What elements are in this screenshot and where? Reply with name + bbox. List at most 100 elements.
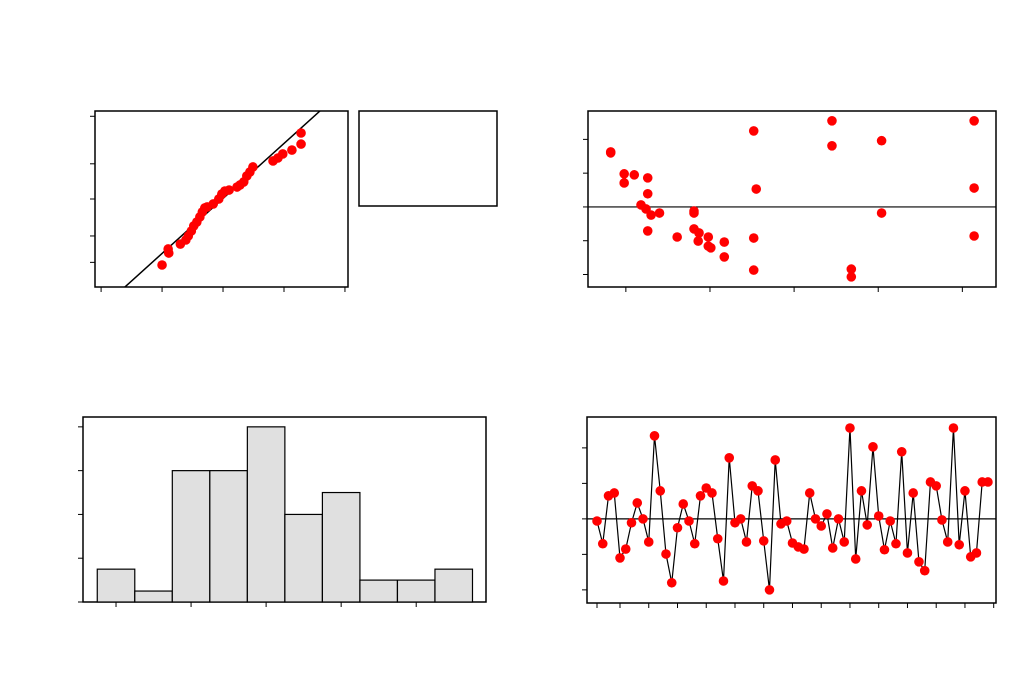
point [770, 455, 781, 465]
point [277, 149, 288, 159]
point [931, 481, 942, 491]
point [748, 233, 759, 243]
point [619, 178, 629, 188]
point [609, 488, 620, 498]
point [661, 549, 671, 559]
point [619, 169, 629, 179]
point [969, 183, 979, 193]
point [718, 576, 729, 586]
point [678, 499, 689, 509]
bar [434, 568, 474, 603]
bar [96, 568, 136, 603]
point [937, 515, 947, 525]
bar [171, 470, 211, 603]
point [707, 488, 717, 498]
point [626, 517, 637, 528]
point [896, 446, 907, 457]
point [753, 486, 763, 496]
point [879, 544, 890, 555]
point [719, 252, 730, 262]
point [810, 514, 821, 524]
point [748, 265, 759, 275]
point [827, 115, 837, 126]
plot-frame [587, 110, 997, 288]
point [876, 135, 887, 146]
bar [396, 579, 436, 603]
point [666, 577, 677, 588]
point [642, 226, 653, 236]
bar [134, 590, 173, 603]
point [695, 491, 706, 501]
point [764, 585, 775, 595]
point [654, 208, 665, 218]
point [804, 488, 815, 498]
point [856, 486, 867, 496]
point [163, 244, 173, 254]
point [902, 548, 913, 558]
point [971, 548, 982, 558]
point [689, 538, 700, 549]
point [948, 423, 959, 433]
point [287, 145, 297, 155]
point [638, 514, 648, 524]
point [969, 231, 979, 241]
point [919, 565, 930, 576]
point [969, 115, 979, 126]
point [876, 208, 887, 218]
point [706, 243, 716, 253]
point [885, 516, 896, 526]
point [846, 272, 857, 282]
bar [284, 513, 323, 603]
point [827, 140, 837, 151]
point [672, 522, 683, 533]
point [592, 516, 602, 526]
point [224, 185, 234, 195]
point [693, 236, 704, 246]
bar [321, 491, 361, 603]
point [735, 514, 746, 524]
point [822, 509, 832, 519]
point [655, 486, 666, 496]
plot-frame [586, 416, 997, 604]
point [615, 553, 625, 563]
point [248, 162, 258, 172]
point [672, 232, 682, 242]
point [597, 538, 608, 549]
point [833, 514, 844, 524]
point [296, 139, 306, 149]
point [632, 498, 643, 508]
point [873, 511, 884, 521]
point [724, 453, 735, 463]
point [827, 543, 838, 553]
point [684, 516, 694, 526]
point [741, 537, 752, 547]
point [816, 521, 827, 531]
point [914, 557, 924, 567]
point [748, 126, 759, 136]
point [296, 128, 306, 138]
point [712, 533, 723, 544]
point [942, 537, 953, 547]
point [642, 188, 653, 199]
point [846, 264, 857, 274]
point [781, 516, 792, 526]
point [983, 477, 993, 487]
bar [246, 426, 286, 603]
bar [359, 579, 399, 603]
point [839, 537, 850, 547]
point [649, 431, 660, 441]
bar [209, 470, 248, 603]
point [157, 260, 167, 270]
point [694, 228, 704, 238]
point [954, 539, 965, 550]
point [868, 442, 878, 452]
point [605, 148, 616, 158]
point [845, 423, 855, 433]
point [642, 173, 653, 183]
point [891, 538, 901, 549]
point [689, 208, 699, 218]
point [751, 184, 762, 194]
point [620, 544, 631, 554]
